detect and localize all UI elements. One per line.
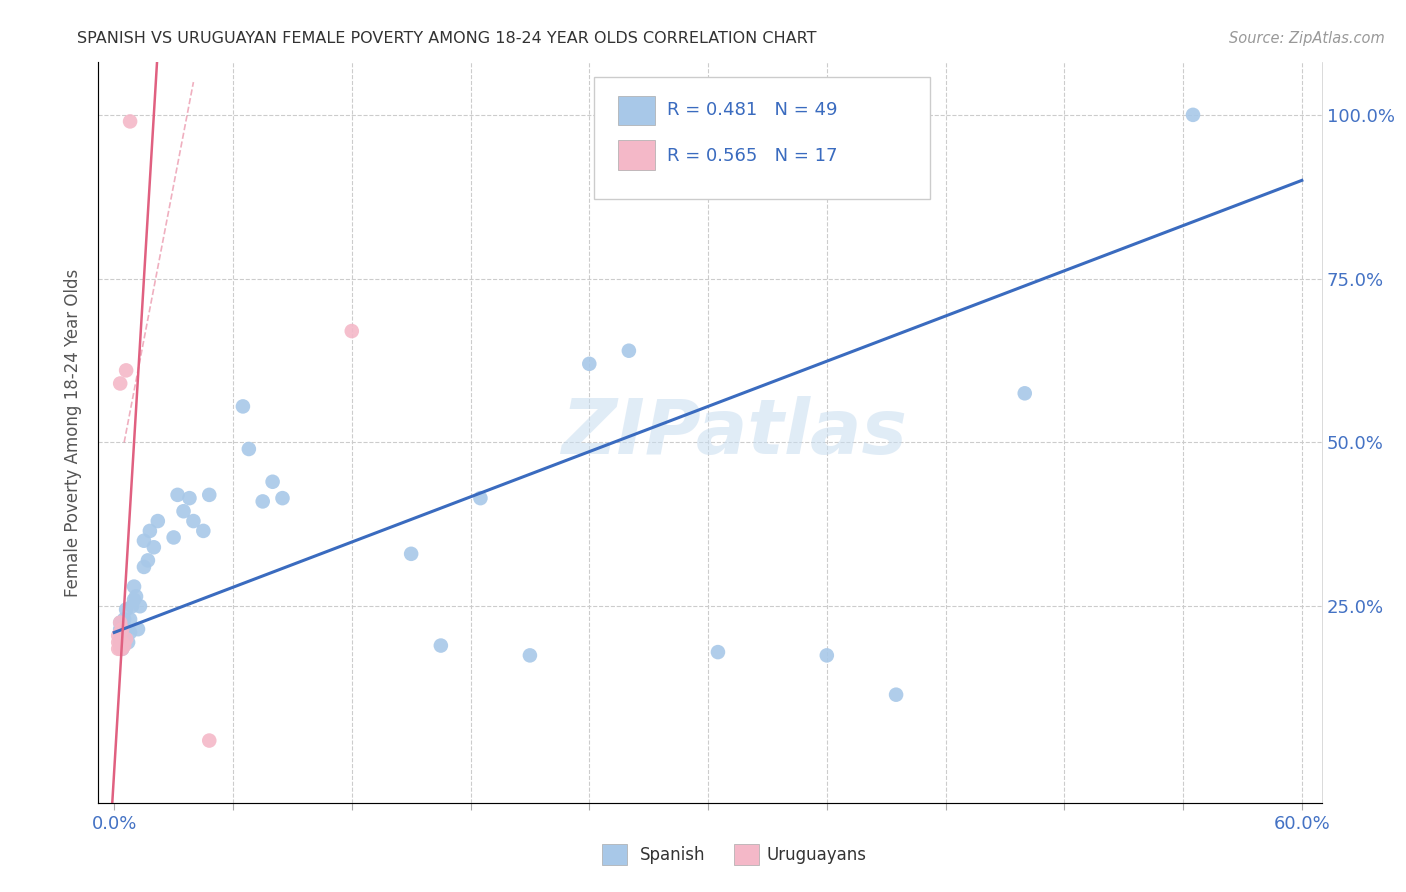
Point — [193, 524, 215, 538]
Point — [111, 635, 134, 649]
Point — [108, 615, 131, 630]
Point — [815, 648, 838, 663]
Point — [252, 494, 274, 508]
Point — [122, 580, 145, 594]
Point — [162, 531, 184, 545]
Point — [108, 641, 131, 656]
Point — [129, 599, 152, 614]
Point — [108, 635, 131, 649]
Point — [198, 733, 221, 747]
Point — [115, 622, 138, 636]
Point — [115, 363, 138, 377]
Point — [198, 488, 221, 502]
Point — [107, 629, 129, 643]
Point — [136, 553, 159, 567]
Point — [120, 612, 142, 626]
Text: Uruguayans: Uruguayans — [766, 846, 866, 863]
Point — [340, 324, 363, 338]
Point — [578, 357, 600, 371]
Point — [884, 688, 907, 702]
Point — [112, 612, 135, 626]
Point — [111, 622, 134, 636]
Point — [112, 639, 135, 653]
Point — [183, 514, 205, 528]
Point — [108, 625, 131, 640]
Point — [617, 343, 640, 358]
Point — [173, 504, 195, 518]
Point — [108, 635, 131, 649]
Point — [121, 599, 143, 614]
Point — [111, 615, 134, 630]
Text: SPANISH VS URUGUAYAN FEMALE POVERTY AMONG 18-24 YEAR OLDS CORRELATION CHART: SPANISH VS URUGUAYAN FEMALE POVERTY AMON… — [77, 31, 817, 46]
Point — [111, 629, 134, 643]
Point — [139, 524, 162, 538]
Point — [1014, 386, 1036, 401]
Text: R = 0.481   N = 49: R = 0.481 N = 49 — [668, 101, 838, 119]
Point — [117, 635, 139, 649]
Point — [120, 625, 142, 640]
Point — [122, 592, 145, 607]
Point — [108, 622, 131, 636]
Point — [112, 625, 135, 640]
Point — [132, 560, 155, 574]
Point — [111, 641, 134, 656]
Y-axis label: Female Poverty Among 18-24 Year Olds: Female Poverty Among 18-24 Year Olds — [65, 268, 83, 597]
Point — [115, 632, 138, 646]
Point — [115, 602, 138, 616]
Point — [238, 442, 260, 456]
Point — [519, 648, 541, 663]
Point — [120, 114, 142, 128]
Point — [1181, 108, 1204, 122]
Point — [146, 514, 169, 528]
Point — [125, 590, 148, 604]
Text: Source: ZipAtlas.com: Source: ZipAtlas.com — [1229, 31, 1385, 46]
Point — [166, 488, 188, 502]
Bar — [619, 95, 655, 126]
Text: Spanish: Spanish — [640, 846, 706, 863]
Point — [179, 491, 201, 505]
Point — [132, 533, 155, 548]
Point — [430, 639, 453, 653]
Point — [271, 491, 294, 505]
Point — [107, 635, 129, 649]
FancyBboxPatch shape — [593, 78, 931, 200]
Point — [127, 622, 149, 636]
Point — [112, 632, 135, 646]
Point — [399, 547, 422, 561]
Point — [470, 491, 492, 505]
Text: ZIPatlas: ZIPatlas — [561, 396, 907, 469]
Point — [107, 641, 129, 656]
Point — [111, 641, 134, 656]
Point — [707, 645, 730, 659]
Text: R = 0.565   N = 17: R = 0.565 N = 17 — [668, 146, 838, 165]
Point — [142, 541, 165, 555]
Point — [262, 475, 284, 489]
Point — [108, 615, 131, 630]
Point — [232, 400, 254, 414]
Bar — [619, 140, 655, 169]
Point — [108, 376, 131, 391]
